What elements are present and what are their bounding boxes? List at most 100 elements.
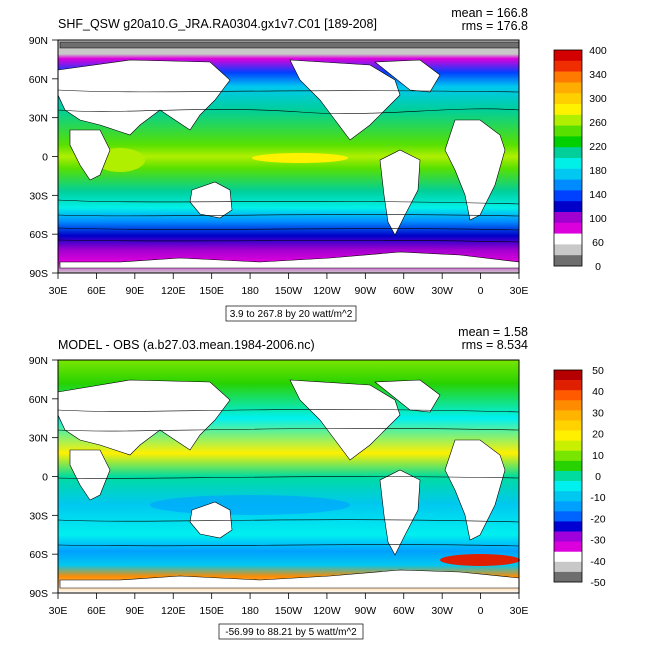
colorbar-swatch: [554, 93, 582, 105]
colorbar-swatch: [554, 561, 582, 573]
lon-label: 90E: [125, 285, 144, 297]
lat-label: 30S: [29, 510, 48, 522]
panel-1-lon-axis: 30E 60E 90E 120E 150E 180 150W 120W 90W 60W 30W 0 30…: [49, 273, 528, 297]
lon-label: 30W: [431, 605, 453, 617]
panel-2-mean: mean = 1.58: [458, 325, 528, 339]
colorbar-swatch: [554, 71, 582, 83]
panel-1-australia: [189, 181, 233, 219]
lon-label: 30E: [49, 285, 68, 297]
lat-label: 90S: [29, 588, 48, 600]
lat-label: 30S: [29, 190, 48, 202]
panel-2-north-america: [289, 379, 401, 461]
colorbar-swatch: [554, 50, 582, 62]
colorbar-swatch: [554, 212, 582, 224]
colorbar-swatch: [554, 190, 582, 202]
lon-label: 120W: [313, 605, 341, 617]
panel-2-south-atlantic-max: [440, 554, 520, 566]
panel-1-arctic: [59, 41, 520, 49]
lat-label: 0: [42, 152, 48, 164]
colorbar-label: -10: [590, 492, 605, 504]
colorbar-label: 180: [589, 165, 607, 177]
panel-2-range-label: -56.99 to 88.21 by 5 watt/m^2: [225, 627, 357, 638]
colorbar-swatch: [554, 82, 582, 94]
lon-label: 60W: [393, 605, 415, 617]
colorbar-swatch: [554, 551, 582, 563]
panel-1-africa: [444, 119, 506, 221]
panel-2-range-box: [218, 623, 364, 640]
lon-label: 30E: [510, 605, 529, 617]
colorbar-swatch: [554, 410, 582, 421]
colorbar-label: 60: [592, 237, 604, 249]
panel-2: MODEL - OBS (a.b27.03.mean.1984-2006.nc)…: [29, 325, 606, 640]
panel-1-africa-north: [69, 129, 111, 181]
lat-label: 60N: [29, 394, 48, 406]
panel-2-lon-axis: 30E 60E 90E 120E 150E 180 150W 120W 90W 60W 30W 0 30…: [49, 593, 529, 617]
colorbar-swatch: [554, 104, 582, 116]
panel-1-mean: mean = 166.8: [451, 6, 528, 20]
lon-label: 90W: [355, 605, 377, 617]
panel-1-equatorial-max: [252, 153, 348, 163]
panel-1: SHF_QSW g20a10.G_JRA.RA0304.gx1v7.C01 [1…: [29, 6, 607, 322]
lon-label: 180: [241, 285, 259, 297]
colorbar-swatch: [554, 60, 582, 72]
lat-label: 90N: [29, 35, 48, 47]
colorbar-label: 400: [589, 45, 607, 57]
panel-2-colorbar: 50 40 30 20 10 0 -10 -20 -30 -40 -50: [553, 365, 606, 589]
colorbar-label: 0: [595, 471, 601, 483]
panel-2-australia: [189, 501, 233, 539]
lat-label: 90N: [29, 355, 48, 367]
colorbar-swatch: [554, 501, 582, 512]
lon-label: 0: [478, 285, 484, 297]
colorbar-label: -50: [590, 577, 605, 589]
colorbar-swatch: [554, 521, 582, 532]
panel-1-eurasia: [57, 59, 231, 136]
colorbar-swatch: [554, 244, 582, 256]
colorbar-swatch: [554, 222, 582, 234]
colorbar-label: -40: [590, 556, 605, 568]
lon-label: 90W: [355, 285, 377, 297]
colorbar-label: 20: [592, 429, 604, 441]
colorbar-frame: [553, 369, 583, 583]
lon-label: 150W: [275, 605, 303, 617]
lon-label: 60E: [87, 605, 106, 617]
panel-1-north-america: [289, 59, 401, 141]
colorbar-label: 10: [592, 450, 604, 462]
lon-label: 180: [241, 605, 259, 617]
panel-1-greenland: [374, 59, 441, 93]
colorbar-swatch: [554, 158, 582, 170]
colorbar-swatch: [554, 147, 582, 159]
panel-1-rms: rms = 176.8: [462, 19, 528, 33]
panel-2-contours: [57, 409, 520, 547]
colorbar-swatch: [554, 233, 582, 245]
panel-2-lat-axis: 90N 60N 30N 0 30S 60S 90S: [29, 355, 58, 600]
colorbar-label: 30: [592, 407, 604, 419]
colorbar-label: 220: [589, 141, 607, 153]
panel-2-eurasia: [57, 379, 231, 456]
panel-2-title: MODEL - OBS (a.b27.03.mean.1984-2006.nc): [58, 338, 315, 352]
panel-1-colorbar: 400 340 300 260 220 180 140 100 60 0: [553, 45, 607, 273]
lon-label: 120W: [313, 285, 341, 297]
panel-2-rms: rms = 8.534: [462, 338, 528, 352]
colorbar-swatch: [554, 481, 582, 492]
colorbar-swatch: [554, 541, 582, 553]
colorbar-swatch: [554, 390, 582, 401]
lat-label: 60S: [29, 549, 48, 561]
panel-2-south-america: [379, 469, 421, 556]
colorbar-swatch: [554, 420, 582, 431]
lon-label: 150E: [199, 285, 224, 297]
panel-2-map: [57, 359, 520, 594]
lat-label: 60S: [29, 229, 48, 241]
colorbar-swatch: [554, 380, 582, 391]
colorbar-swatch: [554, 511, 582, 522]
colorbar-swatch: [554, 136, 582, 148]
panel-1-lat-axis: 90N 60N 30N 0 30S 60S 90S: [29, 35, 58, 280]
panel-1-title: SHF_QSW g20a10.G_JRA.RA0304.gx1v7.C01 [1…: [58, 17, 377, 31]
lon-label: 120E: [161, 285, 186, 297]
lon-label: 60W: [393, 285, 415, 297]
lat-label: 0: [42, 472, 48, 484]
lat-label: 90S: [29, 268, 48, 280]
panel-1-range-label: 3.9 to 267.8 by 20 watt/m^2: [230, 309, 353, 320]
lon-label: 120E: [161, 605, 186, 617]
lon-label: 150W: [275, 285, 303, 297]
